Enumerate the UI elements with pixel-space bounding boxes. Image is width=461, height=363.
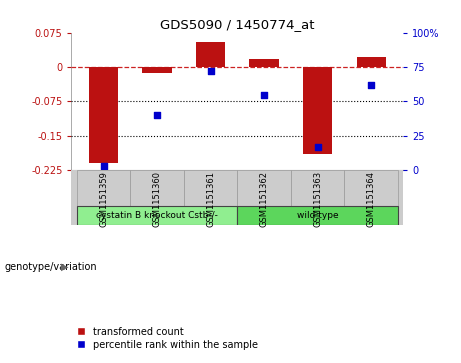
Text: GSM1151362: GSM1151362 — [260, 171, 269, 227]
Bar — [142, 67, 172, 73]
Bar — [344, 170, 398, 206]
Bar — [196, 42, 225, 67]
Bar — [237, 206, 398, 225]
Bar — [291, 170, 344, 206]
Text: wild type: wild type — [297, 211, 338, 220]
Text: GSM1151363: GSM1151363 — [313, 171, 322, 227]
Bar — [249, 59, 279, 67]
Bar — [184, 170, 237, 206]
Point — [260, 91, 268, 97]
Point — [314, 144, 321, 150]
Title: GDS5090 / 1450774_at: GDS5090 / 1450774_at — [160, 19, 315, 32]
Text: GSM1151360: GSM1151360 — [153, 171, 162, 227]
Point — [207, 68, 214, 74]
Bar — [130, 170, 184, 206]
Bar — [89, 67, 118, 163]
Bar — [237, 170, 291, 206]
Text: GSM1151361: GSM1151361 — [206, 171, 215, 227]
Bar — [77, 206, 237, 225]
Point — [100, 163, 107, 169]
Text: GSM1151359: GSM1151359 — [99, 171, 108, 227]
Text: ▶: ▶ — [61, 262, 69, 272]
Legend: transformed count, percentile rank within the sample: transformed count, percentile rank withi… — [77, 326, 259, 351]
Point — [367, 82, 375, 88]
Bar — [303, 67, 332, 154]
Text: cystatin B knockout Cstb-/-: cystatin B knockout Cstb-/- — [96, 211, 218, 220]
Bar — [77, 170, 130, 206]
Text: GSM1151364: GSM1151364 — [367, 171, 376, 227]
Bar — [356, 57, 386, 67]
Text: genotype/variation: genotype/variation — [5, 262, 97, 272]
Point — [154, 112, 161, 118]
